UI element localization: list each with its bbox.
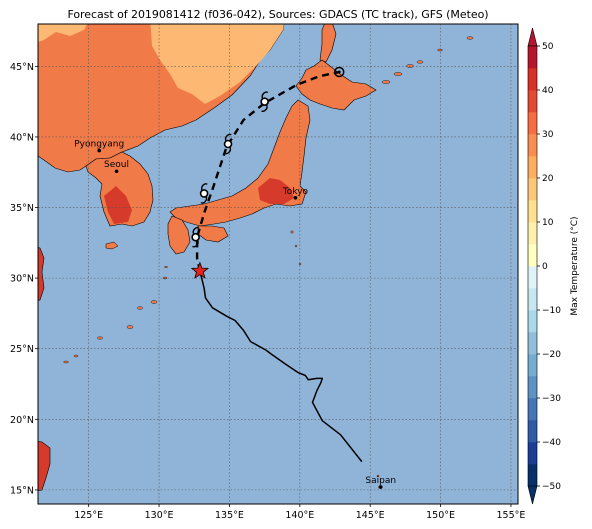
longitude-tick-label: 145°E [356,510,385,521]
hot-temperature-region [258,178,294,204]
longitude-axis: 125°E 130°E 135°E 140°E 145°E 150°E 155°E [74,504,525,521]
colorbar-bin [528,310,537,333]
city-markers: Pyongyang Seoul Tokyo Saipan [74,140,396,489]
typhoon-tracks [190,66,363,463]
temperature-colorbar: 50 40 30 20 10 0 −10 −20 −30 −40 −50 Max Temperatu… [527,27,580,505]
colorbar-tick-label: 10 [542,218,554,228]
city-label: Saipan [365,476,396,486]
gridlines [38,24,518,504]
colorbar-bin [528,200,537,223]
city-label: Pyongyang [74,140,124,150]
jeju-island [105,241,119,250]
colorbar-bin [528,90,537,113]
colorbar-bin [528,46,537,69]
colorbar-max-extension [527,27,538,47]
city-dot [114,169,119,174]
mild-temperature-region [38,24,87,42]
map-panel[interactable]: Pyongyang Seoul Tokyo Saipan [30,18,519,505]
latitude-axis: 15°N 20°N 25°N 30°N 35°N 40°N 45°N [10,62,38,496]
colorbar-tick-label: −40 [542,438,561,448]
latitude-tick-label: 15°N [10,485,34,496]
colorbar-min-extension [527,485,538,505]
longitude-tick-label: 125°E [74,510,103,521]
typhoon-forecast-symbol [260,91,269,112]
colorbar-tick-label: 50 [542,42,554,52]
latitude-tick-label: 45°N [10,62,34,73]
current-position-star-icon [190,261,210,279]
colorbar-bin [528,244,537,267]
city-dot [97,148,102,153]
colorbar-tick-label: 20 [542,174,554,184]
colorbar-bin [528,398,537,421]
longitude-tick-label: 140°E [285,510,314,521]
observed-track-line [199,270,363,463]
latitude-tick-label: 20°N [10,415,34,426]
colorbar-bin [528,134,537,157]
kyushu-island [167,215,191,255]
colorbar-tick-label: −20 [542,350,561,360]
hokkaido-island [295,59,377,111]
southwest-coast-landmass [38,247,45,301]
colorbar-bin [528,354,537,377]
ryukyu-islands [63,266,168,364]
longitude-tick-label: 135°E [215,510,244,521]
colorbar-tick-label: −30 [542,394,561,404]
latitude-tick-label: 40°N [10,132,34,143]
city-label: Seoul [104,160,129,170]
latitude-tick-label: 35°N [10,203,34,214]
typhoon-forecast-symbol [199,183,209,204]
longitude-tick-label: 155°E [497,510,526,521]
map-title: Forecast of 2019081412 (f036-042), Sourc… [67,8,489,21]
colorbar-bin [528,376,537,399]
colorbar-tick-label: 30 [542,130,554,140]
colorbar-bin [528,420,537,443]
city-dot [378,485,383,489]
colorbar-tick-label: 0 [542,262,548,272]
typhoon-forecast-symbol [223,133,233,155]
colorbar-bin [528,332,537,355]
map-frame [37,23,519,505]
mild-temperature-region [150,24,284,104]
typhoon-forecast-symbol [191,226,200,248]
sakhalin-island [319,24,337,63]
hot-temperature-region [104,186,132,224]
city-dot [293,195,298,200]
colorbar-tick-label: −10 [542,306,561,316]
latitude-tick-label: 30°N [10,274,34,285]
southwest-coast-landmass [38,441,51,491]
longitude-tick-label: 150°E [426,510,455,521]
colorbar-bin [528,68,537,91]
latitude-tick-label: 25°N [10,344,34,355]
colorbar-bin [528,178,537,201]
colorbar-bin [528,112,537,135]
colorbar-bin [528,156,537,179]
colorbar-bin [528,464,537,487]
kuril-islands [381,36,474,84]
longitude-tick-label: 130°E [145,510,174,521]
colorbar-bin [528,266,537,289]
colorbar-bin [528,222,537,245]
colorbar-tick-label: 40 [542,86,554,96]
city-label: Tokyo [282,187,309,197]
colorbar-label: Max Temperature (°C) [570,216,580,315]
typhoon-forecast-symbol [333,66,345,78]
colorbar-bin [528,288,537,311]
colorbar-tick-label: −50 [542,482,561,492]
colorbar-bin [528,442,537,465]
